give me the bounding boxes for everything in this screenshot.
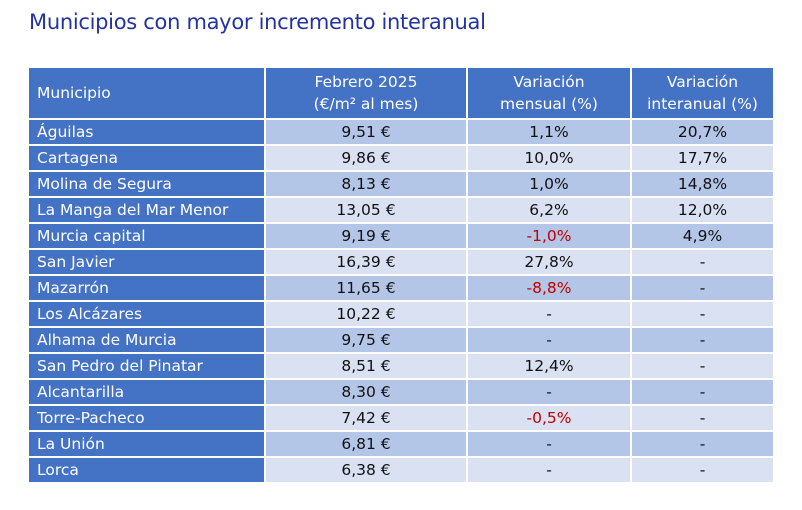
cell-municipio: San Javier: [29, 248, 266, 275]
cell-variacion-interanual: -: [631, 300, 773, 327]
cell-variacion-interanual: 17,7%: [631, 144, 773, 171]
table-row: Alcantarilla 8,30 € - -: [29, 378, 773, 405]
cell-precio: 9,75 €: [265, 326, 468, 353]
cell-variacion-mensual: -: [467, 326, 632, 353]
cell-municipio: Alhama de Murcia: [29, 326, 266, 353]
cell-variacion-interanual: -: [631, 326, 773, 353]
cell-precio: 7,42 €: [265, 404, 468, 431]
cell-precio: 9,19 €: [265, 222, 468, 249]
cell-variacion-mensual: 1,1%: [467, 118, 632, 145]
table-row: San Pedro del Pinatar 8,51 €12,4% -: [29, 352, 773, 379]
table-row: Cartagena 9,86 €10,0% 17,7%: [29, 144, 773, 171]
cell-precio: 11,65 €: [265, 274, 468, 301]
cell-variacion-interanual: 4,9%: [631, 222, 773, 249]
cell-variacion-mensual: -: [467, 430, 632, 457]
page-title: Municipios con mayor incremento interanu…: [29, 10, 486, 34]
cell-variacion-mensual: -: [467, 378, 632, 405]
cell-variacion-mensual: -0,5%: [467, 404, 632, 431]
table-row: Murcia capital 9,19 € -1,0% 4,9%: [29, 222, 773, 249]
cell-variacion-mensual: -8,8%: [467, 274, 632, 301]
cell-variacion-mensual: -1,0%: [467, 222, 632, 249]
cell-municipio: Águilas: [29, 118, 266, 145]
header-interanual-line1: Variación: [666, 73, 739, 91]
header-precio-line2: (€/m² al mes): [313, 95, 419, 113]
table-row: Torre-Pacheco 7,42 € -0,5% -: [29, 404, 773, 431]
header-mensual-line1: Variación: [513, 73, 585, 91]
table-header-row: Municipio Febrero 2025 (€/m² al mes) Var…: [29, 68, 773, 119]
cell-precio: 8,13 €: [265, 170, 468, 197]
header-variacion-interanual: Variación interanual (%): [631, 68, 773, 119]
municipios-table: Municipio Febrero 2025 (€/m² al mes) Var…: [29, 68, 773, 482]
cell-precio: 9,51 €: [265, 118, 468, 145]
cell-variacion-interanual: 12,0%: [631, 196, 773, 223]
table-body: Águilas 9,51 €1,1% 20,7% Cartagena 9,86 €10,…: [29, 118, 773, 482]
cell-variacion-mensual: 10,0%: [467, 144, 632, 171]
table-row: La Manga del Mar Menor 13,05 €6,2% 12,0%: [29, 196, 773, 223]
cell-precio: 16,39 €: [265, 248, 468, 275]
cell-variacion-interanual: -: [631, 456, 773, 482]
cell-variacion-interanual: -: [631, 248, 773, 275]
cell-variacion-interanual: 14,8%: [631, 170, 773, 197]
header-municipio: Municipio: [29, 68, 266, 119]
cell-municipio: Murcia capital: [29, 222, 266, 249]
table-row: Lorca 6,38 € - -: [29, 456, 773, 482]
header-interanual-line2: interanual (%): [647, 95, 758, 113]
table-row: Alhama de Murcia 9,75 € - -: [29, 326, 773, 353]
cell-variacion-interanual: -: [631, 378, 773, 405]
cell-municipio: Los Alcázares: [29, 300, 266, 327]
cell-variacion-mensual: -: [467, 300, 632, 327]
cell-municipio: San Pedro del Pinatar: [29, 352, 266, 379]
table-row: La Unión 6,81 € - -: [29, 430, 773, 457]
table-row: Los Alcázares 10,22 € - -: [29, 300, 773, 327]
header-mensual-line2: mensual (%): [500, 95, 598, 113]
cell-precio: 9,86 €: [265, 144, 468, 171]
table-row: Molina de Segura 8,13 €1,0% 14,8%: [29, 170, 773, 197]
cell-variacion-mensual: 12,4%: [467, 352, 632, 379]
header-variacion-mensual: Variación mensual (%): [467, 68, 632, 119]
table-row: San Javier 16,39 €27,8% -: [29, 248, 773, 275]
header-precio: Febrero 2025 (€/m² al mes): [265, 68, 468, 119]
cell-municipio: La Manga del Mar Menor: [29, 196, 266, 223]
cell-precio: 8,51 €: [265, 352, 468, 379]
cell-municipio: Cartagena: [29, 144, 266, 171]
cell-precio: 6,38 €: [265, 456, 468, 482]
cell-municipio: Mazarrón: [29, 274, 266, 301]
header-precio-line1: Febrero 2025: [314, 73, 418, 91]
cell-variacion-interanual: -: [631, 430, 773, 457]
cell-precio: 10,22 €: [265, 300, 468, 327]
cell-variacion-mensual: -: [467, 456, 632, 482]
cell-variacion-mensual: 6,2%: [467, 196, 632, 223]
cell-variacion-interanual: 20,7%: [631, 118, 773, 145]
cell-municipio: Molina de Segura: [29, 170, 266, 197]
cell-municipio: Torre-Pacheco: [29, 404, 266, 431]
cell-municipio: Lorca: [29, 456, 266, 482]
cell-variacion-mensual: 1,0%: [467, 170, 632, 197]
cell-municipio: La Unión: [29, 430, 266, 457]
cell-variacion-mensual: 27,8%: [467, 248, 632, 275]
cell-variacion-interanual: -: [631, 274, 773, 301]
cell-municipio: Alcantarilla: [29, 378, 266, 405]
cell-precio: 6,81 €: [265, 430, 468, 457]
cell-precio: 13,05 €: [265, 196, 468, 223]
cell-variacion-interanual: -: [631, 352, 773, 379]
cell-variacion-interanual: -: [631, 404, 773, 431]
table-row: Águilas 9,51 €1,1% 20,7%: [29, 118, 773, 145]
table-row: Mazarrón 11,65 € -8,8% -: [29, 274, 773, 301]
cell-precio: 8,30 €: [265, 378, 468, 405]
